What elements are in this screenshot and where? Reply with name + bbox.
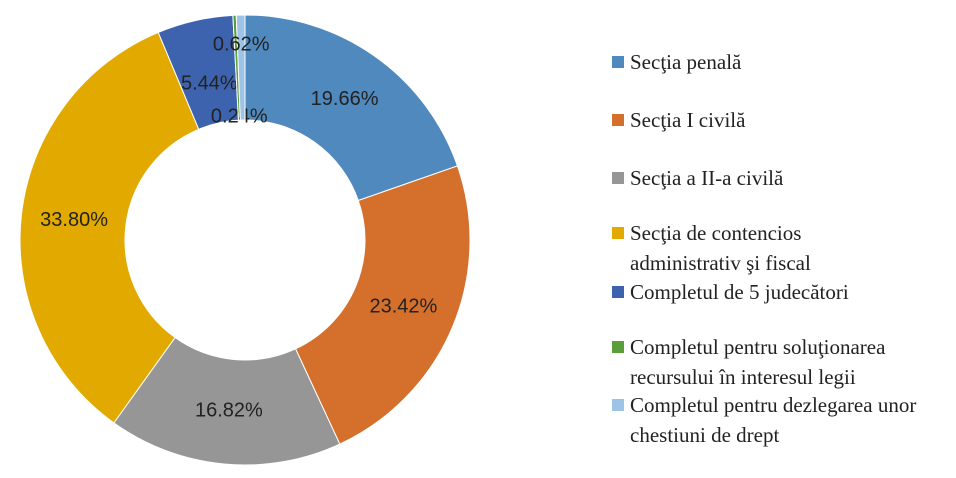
legend-label: Completul pentru soluţionarea recursului… (630, 335, 886, 389)
donut-slice (244, 14, 459, 202)
legend-swatch (612, 399, 624, 411)
legend-item: Completul pentru dezlegarea unor chestiu… (612, 390, 956, 450)
data-label: 5.44% (181, 72, 238, 94)
legend-label: Secţia penală (630, 50, 742, 74)
data-label: 19.66% (311, 88, 379, 110)
legend-item: Secţia a II-a civilă (612, 163, 956, 193)
chart: 19.66% 23.42% 16.82% 33.80% 5.44% 0.24% 0.62% (19, 14, 471, 466)
legend-swatch (612, 341, 624, 353)
legend-label: Completul pentru dezlegarea unor chestiu… (630, 393, 917, 447)
donut-slice (235, 14, 246, 121)
legend-swatch (612, 172, 624, 184)
legend-label: Secţia de contencios administrativ şi fi… (630, 221, 811, 275)
legend-item: Completul pentru soluţionarea recursului… (612, 332, 956, 392)
legend-swatch (612, 286, 624, 298)
data-label: 16.82% (195, 400, 263, 422)
legend-item: Secţia de contencios administrativ şi fi… (612, 218, 860, 278)
donut-slice (113, 336, 341, 466)
legend-item: Completul de 5 judecători (612, 277, 956, 307)
legend-swatch (612, 56, 624, 68)
legend-label: Secţia I civilă (630, 108, 746, 132)
legend-label: Completul de 5 judecători (630, 280, 849, 304)
legend-item: Secţia penală (612, 47, 956, 77)
donut-slice (294, 165, 471, 445)
data-label: 23.42% (369, 295, 437, 317)
legend-swatch (612, 227, 624, 239)
legend-label: Secţia a II-a civilă (630, 166, 784, 190)
data-label: 33.80% (40, 209, 108, 231)
data-label: 0.62% (213, 33, 270, 55)
donut-slice (19, 31, 200, 424)
legend-item: Secţia I civilă (612, 105, 956, 135)
legend-swatch (612, 114, 624, 126)
data-label: 0.24% (211, 105, 268, 127)
